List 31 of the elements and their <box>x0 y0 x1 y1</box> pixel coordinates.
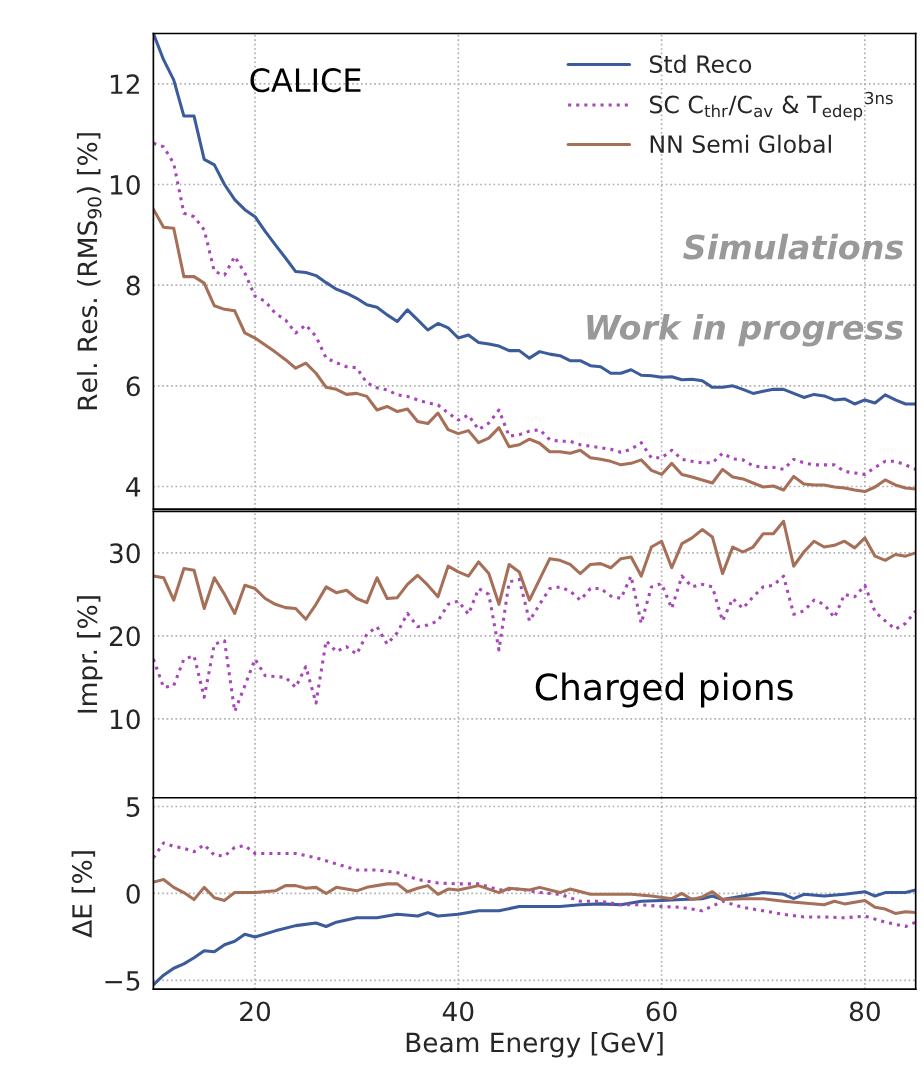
legend-label: NN Semi Global <box>650 134 831 154</box>
y-tick-label: 4 <box>126 477 141 497</box>
legend-label: Std Reco <box>649 54 752 74</box>
x-tick-label: 60 <box>646 1001 677 1022</box>
legend-label: SC C$_{thr}$/C$_{av}$ & T$_{edep}$$^{3ns}$ <box>649 91 893 121</box>
y-tick-label: 5 <box>126 797 140 817</box>
y-tick-label: 30 <box>110 543 140 564</box>
y-tick-label: 8 <box>126 275 140 296</box>
x-axis-title: Beam Energy [GeV] <box>406 1032 663 1058</box>
y-axis-title: Rel. Res. (RMS$_{90}$) [%] <box>76 133 102 410</box>
annotation: Work in progress <box>587 314 904 347</box>
x-tick-label: 20 <box>240 1001 271 1022</box>
y-tick-label: 10 <box>110 174 140 195</box>
y-tick-label: 10 <box>110 709 140 730</box>
line-series <box>153 519 916 621</box>
y-axis-title: ΔE [%] <box>71 851 96 938</box>
line-series <box>153 207 916 494</box>
annotation: Simulations <box>683 233 904 260</box>
y-axis-title: Impr. [%] <box>76 596 103 713</box>
y-tick-label: 20 <box>109 626 140 647</box>
annotation: Charged pions <box>535 672 793 708</box>
y-tick-label: 6 <box>126 376 140 397</box>
annotation: CALICE <box>250 68 361 93</box>
y-tick-label: 12 <box>110 74 139 94</box>
y-tick-label: 0 <box>126 883 140 904</box>
x-tick-label: 40 <box>442 1001 474 1022</box>
line-series <box>153 878 916 915</box>
line-series <box>153 574 916 713</box>
y-tick-label: −5 <box>105 971 140 991</box>
x-tick-label: 80 <box>849 1001 880 1022</box>
line-series <box>153 841 916 929</box>
